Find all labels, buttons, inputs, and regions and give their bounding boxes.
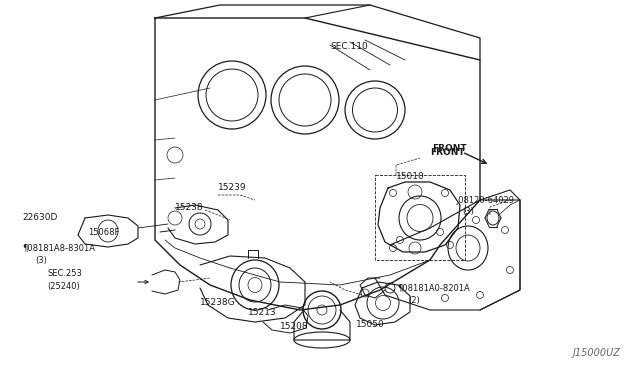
Text: (3): (3) xyxy=(462,207,474,216)
Text: 15050: 15050 xyxy=(356,320,385,329)
Text: 15208: 15208 xyxy=(280,322,308,331)
Text: SEC.253: SEC.253 xyxy=(47,269,82,278)
Text: (3): (3) xyxy=(35,256,47,265)
Text: FRONT: FRONT xyxy=(430,148,465,157)
Text: 15010: 15010 xyxy=(396,172,425,181)
Text: (25240): (25240) xyxy=(47,282,80,291)
Text: 15238: 15238 xyxy=(175,203,204,212)
Text: FRONT: FRONT xyxy=(432,144,467,153)
Text: 15238G: 15238G xyxy=(200,298,236,307)
Text: (2): (2) xyxy=(408,296,420,305)
Text: 15239: 15239 xyxy=(218,183,246,192)
Text: SEC.110: SEC.110 xyxy=(330,42,368,51)
Text: 15068F: 15068F xyxy=(88,228,120,237)
Text: 22630D: 22630D xyxy=(22,213,58,222)
Text: J15000UZ: J15000UZ xyxy=(572,348,620,358)
Text: ¶08181A0-8201A: ¶08181A0-8201A xyxy=(397,283,470,292)
Text: 15213: 15213 xyxy=(248,308,276,317)
Text: ¸08120-64029: ¸08120-64029 xyxy=(455,195,515,204)
Text: ¶08181A8-8301A: ¶08181A8-8301A xyxy=(22,243,95,252)
